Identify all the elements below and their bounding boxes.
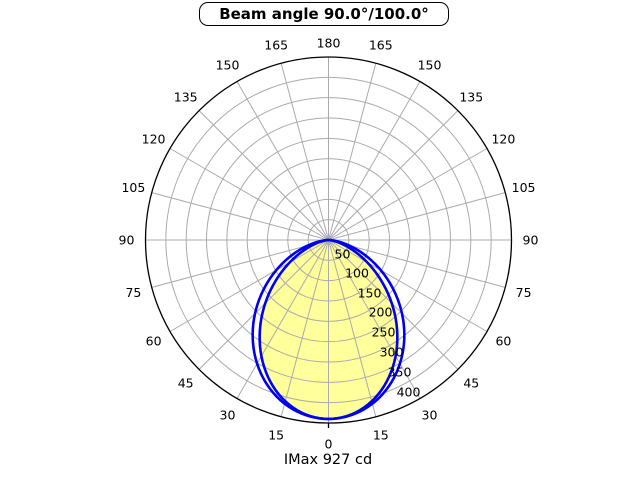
angle-tick-label-105: 105 bbox=[121, 180, 145, 195]
grid-ray-300 bbox=[169, 239, 329, 332]
grid-ray-195 bbox=[280, 63, 329, 241]
angle-tick-label-15: 15 bbox=[373, 428, 389, 443]
angle-tick-label-135: 135 bbox=[459, 90, 483, 105]
angle-tick-label-165: 165 bbox=[369, 37, 393, 52]
angle-tick-label-75: 75 bbox=[516, 285, 532, 300]
grid-ray-15 bbox=[328, 239, 377, 417]
angle-tick-label-120: 120 bbox=[142, 132, 166, 147]
chart-title: Beam angle 90.0°/100.0° bbox=[219, 5, 429, 23]
angle-tick-label-105: 105 bbox=[512, 180, 536, 195]
grid-ray-30 bbox=[328, 239, 421, 399]
angle-tick-label-0: 0 bbox=[325, 437, 333, 452]
angle-tick-label-45: 45 bbox=[178, 375, 194, 390]
angle-tick-label-60: 60 bbox=[146, 334, 162, 349]
angle-tick-label-60: 60 bbox=[495, 334, 511, 349]
radial-tick-label-50: 50 bbox=[335, 247, 351, 262]
angle-tick-label-165: 165 bbox=[264, 37, 288, 52]
grid-ray-135 bbox=[328, 110, 459, 241]
radial-tick-label-100: 100 bbox=[345, 266, 369, 281]
chart-title-box: Beam angle 90.0°/100.0° bbox=[199, 2, 449, 26]
radial-tick-label-150: 150 bbox=[358, 286, 382, 301]
grid-ray-60 bbox=[328, 239, 488, 332]
grid-ray-255 bbox=[151, 192, 329, 241]
radial-tick-label-400: 400 bbox=[397, 385, 421, 400]
grid-ray-240 bbox=[169, 148, 329, 241]
radial-tick-label-250: 250 bbox=[372, 325, 396, 340]
angle-tick-label-150: 150 bbox=[418, 58, 442, 73]
grid-ray-120 bbox=[328, 148, 488, 241]
grid-ray-285 bbox=[151, 239, 329, 288]
grid-ray-330 bbox=[236, 239, 329, 399]
angle-tick-label-15: 15 bbox=[268, 428, 284, 443]
radial-tick-label-350: 350 bbox=[388, 365, 412, 380]
angle-tick-label-75: 75 bbox=[125, 285, 141, 300]
angle-tick-label-90: 90 bbox=[523, 233, 539, 248]
angle-tick-label-120: 120 bbox=[491, 132, 515, 147]
angle-tick-label-180: 180 bbox=[317, 36, 341, 51]
grid-ray-225 bbox=[198, 110, 329, 241]
grid-ray-345 bbox=[280, 239, 329, 417]
grid-ray-105 bbox=[328, 192, 506, 241]
radial-tick-label-300: 300 bbox=[380, 345, 404, 360]
radial-tick-label-200: 200 bbox=[369, 305, 393, 320]
angle-tick-label-150: 150 bbox=[216, 58, 240, 73]
c0-intensity-curve bbox=[258, 238, 399, 421]
angle-tick-label-90: 90 bbox=[119, 233, 135, 248]
angle-tick-label-30: 30 bbox=[422, 407, 438, 422]
angle-tick-label-135: 135 bbox=[174, 90, 198, 105]
grid-ray-150 bbox=[328, 81, 421, 241]
grid-ray-210 bbox=[236, 81, 329, 241]
imax-label: IMax 927 cd bbox=[283, 452, 373, 468]
angle-tick-label-30: 30 bbox=[220, 407, 236, 422]
grid-ray-165 bbox=[328, 63, 377, 241]
grid-ray-75 bbox=[328, 239, 506, 288]
angle-tick-label-45: 45 bbox=[463, 375, 479, 390]
